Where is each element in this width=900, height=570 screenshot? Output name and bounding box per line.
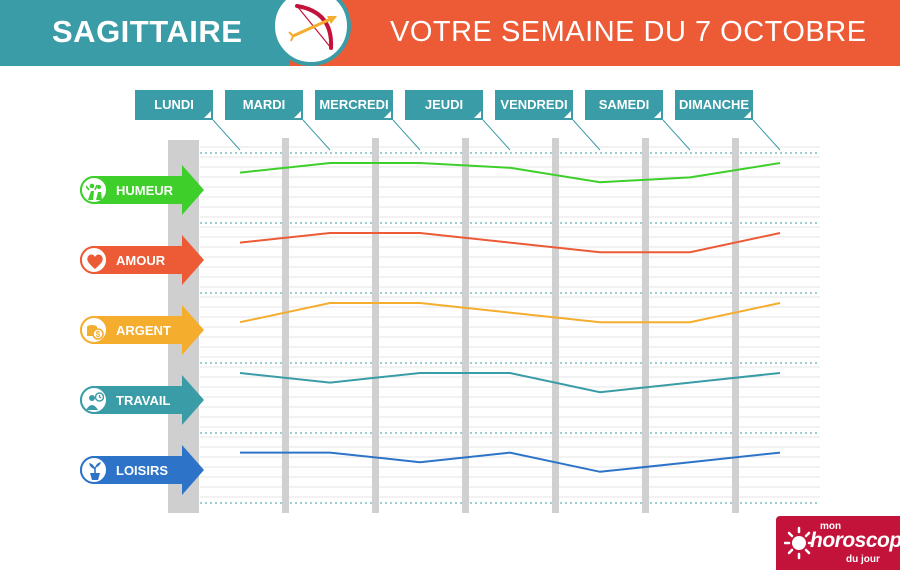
series-line-humeur bbox=[239, 162, 781, 184]
sign-badge bbox=[271, 0, 351, 66]
category-arrow bbox=[182, 375, 204, 425]
category-label: AMOUR bbox=[116, 253, 166, 268]
day-label: MERCREDI bbox=[319, 97, 389, 112]
day-label: JEUDI bbox=[424, 97, 464, 112]
sign-banner: SAGITTAIRE bbox=[0, 0, 290, 66]
heart-icon bbox=[80, 246, 108, 274]
sign-title: SAGITTAIRE bbox=[52, 14, 243, 49]
day-tab-lundi: LUNDI bbox=[135, 90, 213, 120]
day-leader-line bbox=[482, 119, 511, 151]
day-leader-line bbox=[302, 119, 331, 151]
day-tab-dimanche: DIMANCHE bbox=[675, 90, 753, 120]
day-tab-samedi: SAMEDI bbox=[585, 90, 663, 120]
svg-text:$: $ bbox=[96, 330, 101, 339]
day-divider bbox=[552, 138, 559, 513]
day-label: LUNDI bbox=[154, 97, 194, 112]
day-leader-line bbox=[392, 119, 421, 151]
category-arrow bbox=[182, 165, 204, 215]
day-leader-line bbox=[662, 119, 691, 151]
day-leader-line bbox=[212, 119, 241, 151]
brand-logo[interactable]: mon horoscope du jour bbox=[776, 516, 900, 570]
tab-corner-fold bbox=[384, 111, 391, 118]
sun-logo-icon bbox=[784, 526, 814, 560]
tab-corner-fold bbox=[564, 111, 571, 118]
brand-prefix: mon bbox=[820, 521, 842, 532]
week-banner: VOTRE SEMAINE DU 7 OCTOBRE bbox=[290, 0, 900, 66]
brand-name: horoscope bbox=[810, 529, 900, 552]
series-line-argent bbox=[239, 302, 781, 324]
series-line-amour bbox=[239, 232, 781, 254]
day-tab-mercredi: MERCREDI bbox=[315, 90, 393, 120]
people-icon bbox=[80, 176, 108, 204]
week-title: VOTRE SEMAINE DU 7 OCTOBRE bbox=[390, 16, 867, 48]
tab-corner-fold bbox=[654, 111, 661, 118]
day-tab-jeudi: JEUDI bbox=[405, 90, 483, 120]
day-tab-vendredi: VENDREDI bbox=[495, 90, 573, 120]
coins-icon: $ bbox=[80, 316, 108, 344]
day-label: VENDREDI bbox=[500, 97, 568, 112]
category-label: ARGENT bbox=[116, 323, 171, 338]
category-arrow bbox=[182, 235, 204, 285]
tab-corner-fold bbox=[474, 111, 481, 118]
tab-corner-fold bbox=[744, 111, 751, 118]
sagittarius-bow-arrow-icon bbox=[288, 4, 337, 50]
tab-corner-fold bbox=[204, 111, 211, 118]
category-label: TRAVAIL bbox=[116, 393, 171, 408]
day-label: MARDI bbox=[242, 97, 286, 112]
day-tab-mardi: MARDI bbox=[225, 90, 303, 120]
day-leader-line bbox=[752, 119, 781, 151]
day-divider bbox=[372, 138, 379, 513]
day-divider bbox=[732, 138, 739, 513]
day-label: DIMANCHE bbox=[678, 97, 750, 112]
plant-pot-icon bbox=[80, 456, 108, 484]
series-line-loisirs bbox=[240, 451, 781, 473]
day-label: SAMEDI bbox=[598, 97, 650, 112]
worker-clock-icon bbox=[80, 386, 108, 414]
category-label: LOISIRS bbox=[116, 463, 169, 478]
day-divider bbox=[642, 138, 649, 513]
category-label: HUMEUR bbox=[116, 183, 174, 198]
category-arrow bbox=[182, 445, 204, 495]
series-line-travail bbox=[239, 372, 781, 394]
day-leader-line bbox=[572, 119, 601, 151]
tab-corner-fold bbox=[294, 111, 301, 118]
day-divider bbox=[282, 138, 289, 513]
category-arrow bbox=[182, 305, 204, 355]
brand-suffix: du jour bbox=[846, 554, 880, 565]
day-divider bbox=[462, 138, 469, 513]
